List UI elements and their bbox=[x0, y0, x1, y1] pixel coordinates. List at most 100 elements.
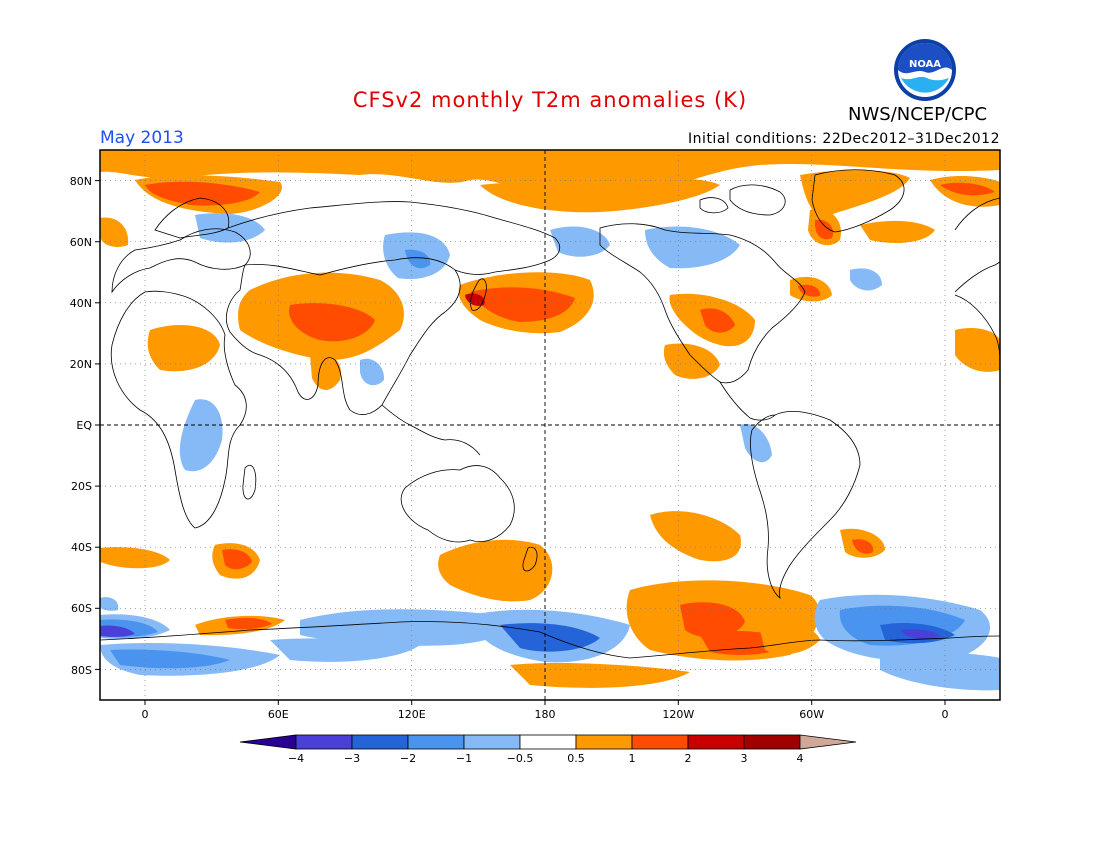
svg-text:NOAA: NOAA bbox=[909, 59, 941, 70]
coast-madagascar bbox=[242, 464, 257, 500]
cold-anomaly-south-asia bbox=[360, 358, 385, 386]
warm-anomaly-central-asia-core bbox=[289, 303, 375, 342]
lon-label: 60W bbox=[799, 708, 824, 721]
forecast-month: May 2013 bbox=[100, 128, 184, 148]
coast-southeast-asia bbox=[381, 404, 481, 456]
cold-anomaly-antarctic-atlantic-core bbox=[100, 625, 135, 637]
coast-asia bbox=[226, 257, 461, 415]
cold-anomaly-southern-ocean-indian bbox=[300, 609, 508, 646]
warm-anomaly-labrador-core bbox=[814, 219, 834, 240]
lon-label: 120W bbox=[662, 708, 694, 721]
lat-label: 80S bbox=[71, 664, 92, 677]
warm-anomaly-southern-ocean-core bbox=[680, 602, 745, 638]
warm-anomaly-arctic bbox=[100, 150, 1000, 205]
cold-anomaly-south-60s-west bbox=[100, 597, 119, 611]
colorbar-label: −0.5 bbox=[507, 752, 534, 765]
colorbar bbox=[239, 734, 857, 750]
lon-label: 120E bbox=[398, 708, 426, 721]
colorbar-swatch bbox=[519, 734, 577, 750]
warm-anomaly-south-indian-core bbox=[222, 549, 252, 570]
warm-anomaly-south-africa bbox=[100, 547, 170, 569]
colorbar-label: 3 bbox=[741, 752, 748, 765]
warm-anomaly-tasman bbox=[438, 539, 553, 602]
cold-anomaly-peru bbox=[740, 424, 772, 463]
cold-anomaly-east-africa bbox=[179, 399, 223, 472]
coast-japan bbox=[470, 278, 487, 311]
warm-anomaly-barents-core bbox=[145, 181, 260, 206]
map-title: CFSv2 monthly T2m anomalies (K) bbox=[352, 88, 748, 112]
warm-anomaly-japan-core bbox=[465, 293, 485, 306]
coast-arctic-russia bbox=[227, 201, 561, 275]
colorbar-label: 0.5 bbox=[567, 752, 585, 765]
lat-label: 40S bbox=[71, 541, 92, 554]
colorbar-label: −2 bbox=[400, 752, 416, 765]
colorbar-labels: −4 −3 −2 −1 −0.5 0.5 1 2 3 4 bbox=[288, 752, 804, 765]
coast-greenland bbox=[811, 169, 905, 233]
lat-label: 20S bbox=[71, 480, 92, 493]
lat-label: 80N bbox=[70, 175, 92, 188]
initial-conditions: Initial conditions: 22Dec2012–31Dec2012 bbox=[688, 131, 1000, 147]
noaa-logo-icon: NOAA bbox=[894, 39, 956, 101]
colorbar-swatch bbox=[407, 734, 465, 750]
cold-anomaly-scandinavia bbox=[195, 213, 265, 243]
warm-anomaly-north-atlantic bbox=[860, 220, 935, 243]
coastlines bbox=[100, 169, 1000, 659]
coast-europe-east-edge bbox=[954, 261, 1000, 293]
lon-label: 60E bbox=[268, 708, 289, 721]
lat-label: 20N bbox=[70, 358, 92, 371]
coast-new-zealand bbox=[522, 546, 538, 572]
lon-label: 0 bbox=[142, 708, 149, 721]
cold-anomaly-weddell-peak bbox=[900, 629, 940, 639]
colorbar-swatch bbox=[631, 734, 689, 750]
coast-europe bbox=[111, 228, 251, 294]
latitude-labels: 80N 60N 40N 20N EQ 20S 40S 60S 80S bbox=[70, 175, 93, 677]
lat-label: 40N bbox=[70, 297, 92, 310]
colorbar-swatch bbox=[295, 734, 353, 750]
warm-anomaly-west-africa bbox=[955, 328, 1000, 372]
warm-anomaly-south-pacific bbox=[650, 511, 741, 562]
equator-and-dateline bbox=[100, 150, 1000, 700]
cold-anomaly-ross-sea-core bbox=[500, 623, 600, 652]
anomaly-shading bbox=[100, 150, 1000, 691]
colorbar-swatch bbox=[463, 734, 521, 750]
warm-anomaly-antarctic-peninsula bbox=[760, 624, 820, 655]
colorbar-label: 1 bbox=[629, 752, 636, 765]
coast-central-america bbox=[719, 381, 776, 421]
cold-anomaly-antarctic-indian bbox=[270, 638, 420, 662]
lon-label: 0 bbox=[942, 708, 949, 721]
warm-anomaly-south-atlantic-core bbox=[852, 539, 874, 554]
colorbar-swatch bbox=[687, 734, 745, 750]
colorbar-label: −3 bbox=[344, 752, 360, 765]
warm-anomaly-west-atlantic bbox=[100, 217, 129, 247]
lat-label: 60S bbox=[71, 602, 92, 615]
agency-credit: NWS/NCEP/CPC bbox=[848, 104, 988, 125]
cold-anomaly-west-siberia-core bbox=[405, 249, 431, 269]
lat-label: 60N bbox=[70, 236, 92, 249]
colorbar-high-arrow bbox=[799, 734, 857, 750]
cold-anomaly-north-atlantic bbox=[850, 268, 882, 291]
cold-anomaly-antarctica-west bbox=[880, 652, 1000, 691]
colorbar-label: 2 bbox=[685, 752, 692, 765]
longitude-labels: 0 60E 120E 180 120W 60W 0 bbox=[142, 708, 949, 721]
colorbar-swatch bbox=[743, 734, 801, 750]
warm-anomaly-greenland-east-core bbox=[940, 182, 995, 196]
coast-africa bbox=[110, 290, 247, 529]
warm-anomaly-north-america-arctic bbox=[800, 170, 910, 218]
coast-canadian-archipelago bbox=[699, 184, 786, 216]
warm-anomaly-north-pacific-arctic bbox=[480, 177, 720, 213]
coast-north-america bbox=[599, 223, 806, 384]
colorbar-label: −4 bbox=[288, 752, 304, 765]
warm-anomaly-western-us-core bbox=[700, 308, 735, 333]
colorbar-label: 4 bbox=[797, 752, 804, 765]
coast-antarctica bbox=[100, 621, 1000, 659]
tick-marks bbox=[95, 180, 946, 705]
colorbar-low-arrow bbox=[239, 734, 297, 750]
warm-anomaly-indian-ocean-60s-core bbox=[225, 617, 272, 630]
warm-anomaly-arabia bbox=[147, 325, 220, 372]
cold-anomaly-alaska-canada bbox=[645, 226, 740, 269]
colorbar-swatch bbox=[575, 734, 633, 750]
warm-anomaly-ross-sea bbox=[510, 662, 690, 688]
coast-scandinavia-east-edge bbox=[954, 197, 1000, 231]
lat-label: EQ bbox=[76, 419, 92, 432]
